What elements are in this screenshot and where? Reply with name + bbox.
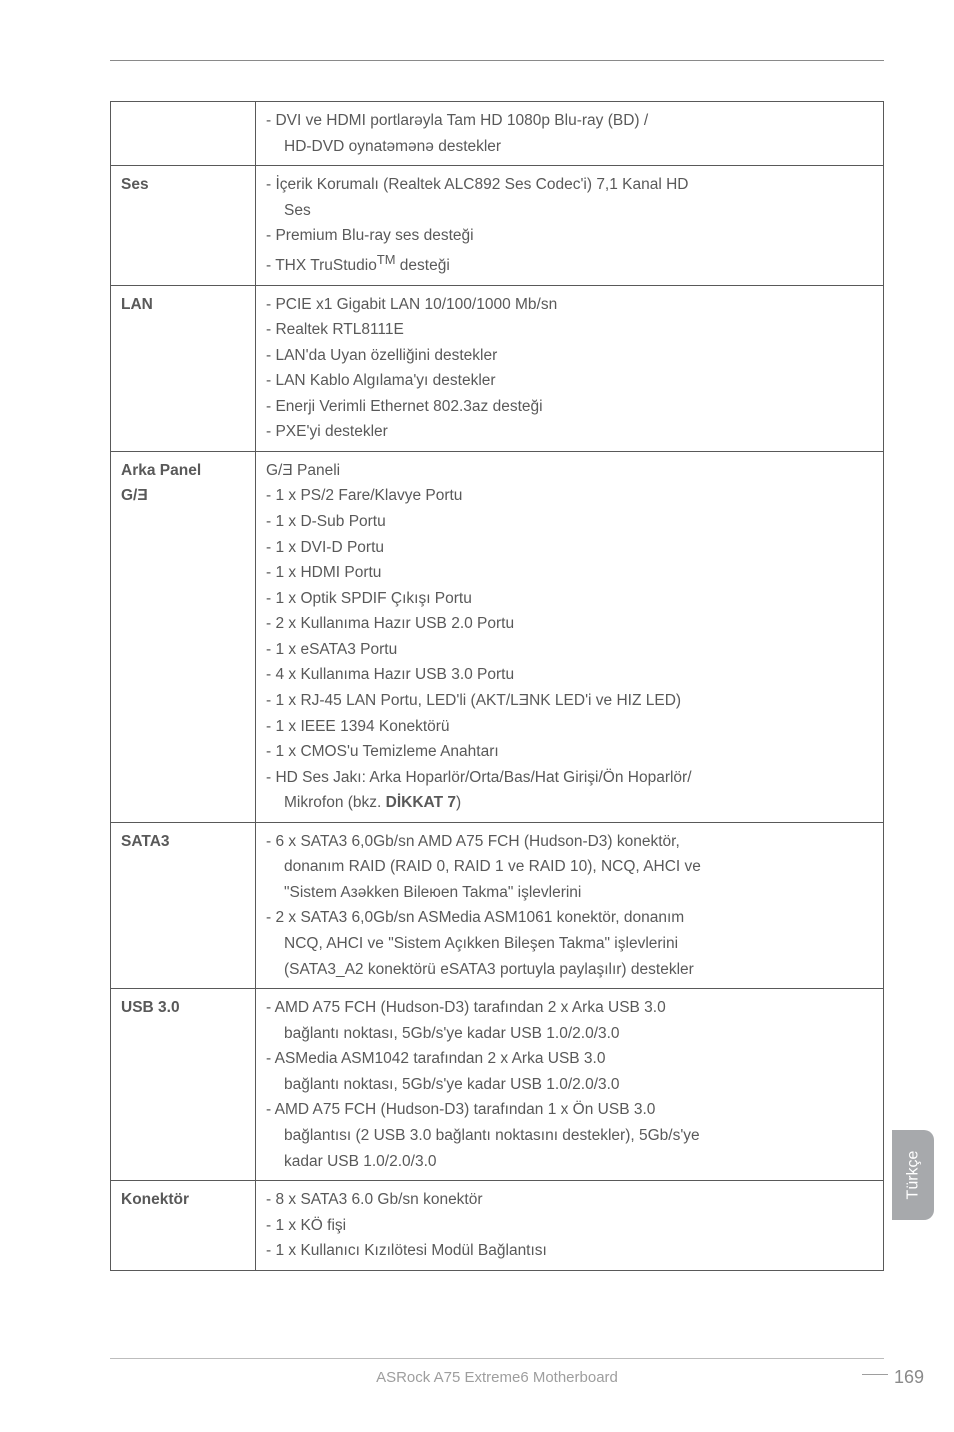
row-label: USB 3.0 [111, 989, 256, 1181]
content-line: - 1 x IEEE 1394 Konektörü [266, 714, 873, 740]
row-label: Konektör [111, 1181, 256, 1271]
content-line: "Sistem Aзəkken Bileюen Takma" işlevleri… [266, 880, 873, 906]
content-line: - LAN Kablo Algılama'yı destekler [266, 368, 873, 394]
content-line: - 2 x SATA3 6,0Gb/sn ASMedia ASM1061 kon… [266, 905, 873, 931]
content-line: - LAN'da Uyan özelliğini destekler [266, 343, 873, 369]
row-content: - PCIE x1 Gigabit LAN 10/100/1000 Mb/sn-… [256, 285, 884, 451]
content-line: - 8 x SATA3 6.0 Gb/sn konektör [266, 1187, 873, 1213]
content-line: - 6 x SATA3 6,0Gb/sn AMD A75 FCH (Hudson… [266, 829, 873, 855]
content-line: - ASMedia ASM1042 tarafından 2 x Arka US… [266, 1046, 873, 1072]
content-line: - HD Ses Jakı: Arka Hoparlör/Orta/Bas/Ha… [266, 765, 873, 791]
content-line: - PCIE x1 Gigabit LAN 10/100/1000 Mb/sn [266, 292, 873, 318]
row-content: - İçerik Korumalı (Realtek ALC892 Ses Co… [256, 166, 884, 285]
content-line: Ses [266, 198, 873, 224]
table-row: LAN- PCIE x1 Gigabit LAN 10/100/1000 Mb/… [111, 285, 884, 451]
table-row: Ses- İçerik Korumalı (Realtek ALC892 Ses… [111, 166, 884, 285]
content-line: (SATA3_A2 konektörü eSATA3 portuyla payl… [266, 957, 873, 983]
row-content: - AMD A75 FCH (Hudson-D3) tarafından 2 x… [256, 989, 884, 1181]
table-row: SATA3 - 6 x SATA3 6,0Gb/sn AMD A75 FCH (H… [111, 822, 884, 988]
content-line: - 1 x Optik SPDIF Çıkışı Portu [266, 586, 873, 612]
footer-text: ASRock A75 Extreme6 Motherboard [110, 1358, 884, 1386]
row-content: - 8 x SATA3 6.0 Gb/sn konektör- 1 x KÖ f… [256, 1181, 884, 1271]
content-line: HD-DVD oynatəmənə destekler [266, 134, 873, 160]
content-line: - 2 x Kullanıma Hazır USB 2.0 Portu [266, 611, 873, 637]
content-line: - 1 x Kullanıcı Kızılötesi Modül Bağlant… [266, 1238, 873, 1264]
table-row: USB 3.0 - AMD A75 FCH (Hudson-D3) tarafın… [111, 989, 884, 1181]
content-line: - PXE'yi destekler [266, 419, 873, 445]
content-line: - AMD A75 FCH (Hudson-D3) tarafından 2 x… [266, 995, 873, 1021]
row-content: - 6 x SATA3 6,0Gb/sn AMD A75 FCH (Hudson… [256, 822, 884, 988]
row-label: LAN [111, 285, 256, 451]
spec-table: - DVI ve HDMI portlarəyla Tam HD 1080p B… [110, 101, 884, 1271]
content-line: - 1 x HDMI Portu [266, 560, 873, 586]
top-divider [110, 60, 884, 61]
row-label: Arka PanelG/Ǝ [111, 451, 256, 822]
row-content: - DVI ve HDMI portlarəyla Tam HD 1080p B… [256, 102, 884, 166]
content-line: - THX TruStudioTM desteği [266, 249, 873, 279]
page-number: 169 [862, 1367, 924, 1388]
row-label [111, 102, 256, 166]
content-line: - 1 x eSATA3 Portu [266, 637, 873, 663]
content-line: - 1 x CMOS'u Temizleme Anahtarı [266, 739, 873, 765]
content-line: - 1 x DVI-D Portu [266, 535, 873, 561]
content-line: - 1 x KÖ fişi [266, 1213, 873, 1239]
table-row: Konektör- 8 x SATA3 6.0 Gb/sn konektör- … [111, 1181, 884, 1271]
content-line: kadar USB 1.0/2.0/3.0 [266, 1149, 873, 1175]
content-line: - 1 x PS/2 Fare/Klavye Portu [266, 483, 873, 509]
content-line: bağlantı noktası, 5Gb/s'ye kadar USB 1.0… [266, 1021, 873, 1047]
content-line: donanım RAID (RAID 0, RAID 1 ve RAID 10)… [266, 854, 873, 880]
row-content: G/Ǝ Paneli- 1 x PS/2 Fare/Klavye Portu- … [256, 451, 884, 822]
content-line: NCQ, AHCI ve "Sistem Açıkken Bileşen Tak… [266, 931, 873, 957]
content-line: - İçerik Korumalı (Realtek ALC892 Ses Co… [266, 172, 873, 198]
content-line: bağlantısı (2 USB 3.0 bağlantı noktasını… [266, 1123, 873, 1149]
content-line: - AMD A75 FCH (Hudson-D3) tarafından 1 x… [266, 1097, 873, 1123]
content-line: - Realtek RTL8111E [266, 317, 873, 343]
content-line: - Enerji Verimli Ethernet 802.3az desteğ… [266, 394, 873, 420]
content-line: - 4 x Kullanıma Hazır USB 3.0 Portu [266, 662, 873, 688]
content-line: - DVI ve HDMI portlarəyla Tam HD 1080p B… [266, 108, 873, 134]
table-row: - DVI ve HDMI portlarəyla Tam HD 1080p B… [111, 102, 884, 166]
language-tab-label: Türkçe [904, 1151, 922, 1200]
content-line: - 1 x RJ-45 LAN Portu, LED'li (AKT/LƎNK … [266, 688, 873, 714]
row-label: SATA3 [111, 822, 256, 988]
content-line: - 1 x D-Sub Portu [266, 509, 873, 535]
language-tab: Türkçe [892, 1130, 934, 1220]
content-line: Mikrofon (bkz. DİKKAT 7) [266, 790, 873, 816]
row-label: Ses [111, 166, 256, 285]
content-line: G/Ǝ Paneli [266, 458, 873, 484]
content-line: bağlantı noktası, 5Gb/s'ye kadar USB 1.0… [266, 1072, 873, 1098]
content-line: - Premium Blu-ray ses desteği [266, 223, 873, 249]
table-row: Arka PanelG/ƎG/Ǝ Paneli- 1 x PS/2 Fare/K… [111, 451, 884, 822]
